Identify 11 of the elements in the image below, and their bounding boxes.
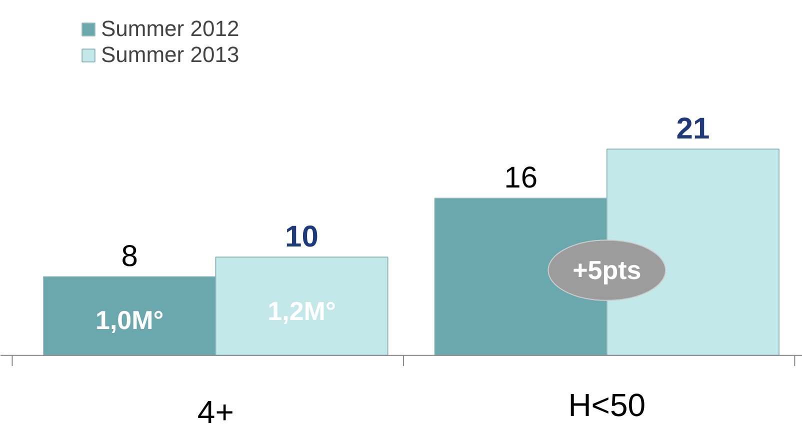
legend-label: Summer 2012 (101, 16, 240, 42)
annotation: 1,0M° (96, 305, 164, 336)
data-label: 21 (676, 112, 710, 146)
data-label: 8 (121, 240, 138, 274)
legend-label: Summer 2013 (101, 42, 240, 68)
data-label: 10 (285, 220, 318, 254)
x-tick-label: H<50 (568, 386, 646, 423)
annotation: +5pts (572, 255, 642, 286)
x-tick-label: 4+ (197, 394, 234, 430)
data-label: 16 (504, 162, 538, 195)
annotation: 1,2M° (268, 296, 336, 326)
